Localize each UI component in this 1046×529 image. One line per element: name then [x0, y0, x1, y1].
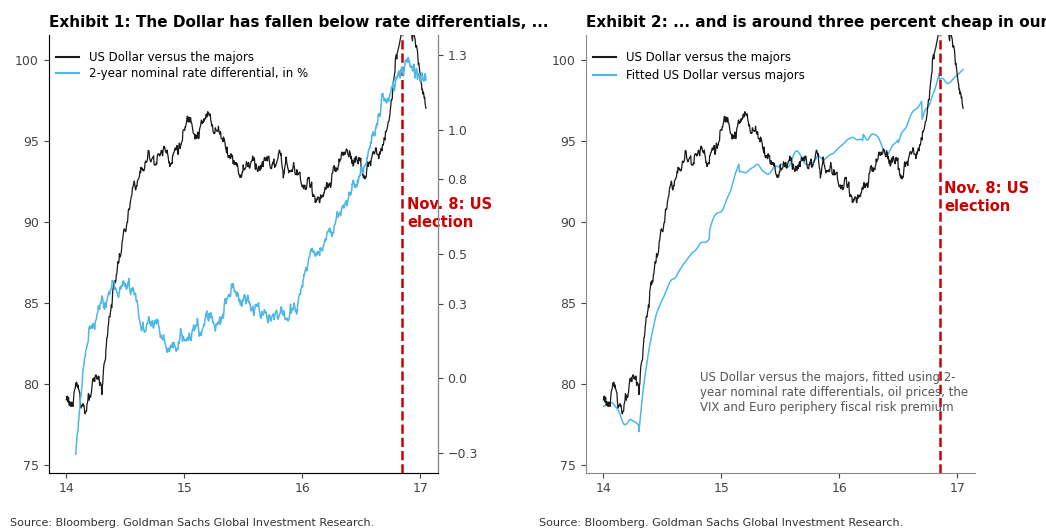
- Text: Exhibit 1: The Dollar has fallen below rate differentials, ...: Exhibit 1: The Dollar has fallen below r…: [48, 15, 548, 30]
- Text: Nov. 8: US
election: Nov. 8: US election: [407, 197, 493, 230]
- Text: Source: Bloomberg. Goldman Sachs Global Investment Research.: Source: Bloomberg. Goldman Sachs Global …: [539, 518, 903, 528]
- Text: US Dollar versus the majors, fitted using 2-
year nominal rate differentials, oi: US Dollar versus the majors, fitted usin…: [700, 371, 969, 414]
- Text: Source: Bloomberg. Goldman Sachs Global Investment Research.: Source: Bloomberg. Goldman Sachs Global …: [10, 518, 374, 528]
- Text: Nov. 8: US
election: Nov. 8: US election: [945, 181, 1029, 214]
- Legend: US Dollar versus the majors, Fitted US Dollar versus majors: US Dollar versus the majors, Fitted US D…: [592, 50, 805, 84]
- Legend: US Dollar versus the majors, 2-year nominal rate differential, in %: US Dollar versus the majors, 2-year nomi…: [54, 50, 309, 81]
- Text: Exhibit 2: ... and is around three percent cheap in our models.: Exhibit 2: ... and is around three perce…: [586, 15, 1046, 30]
